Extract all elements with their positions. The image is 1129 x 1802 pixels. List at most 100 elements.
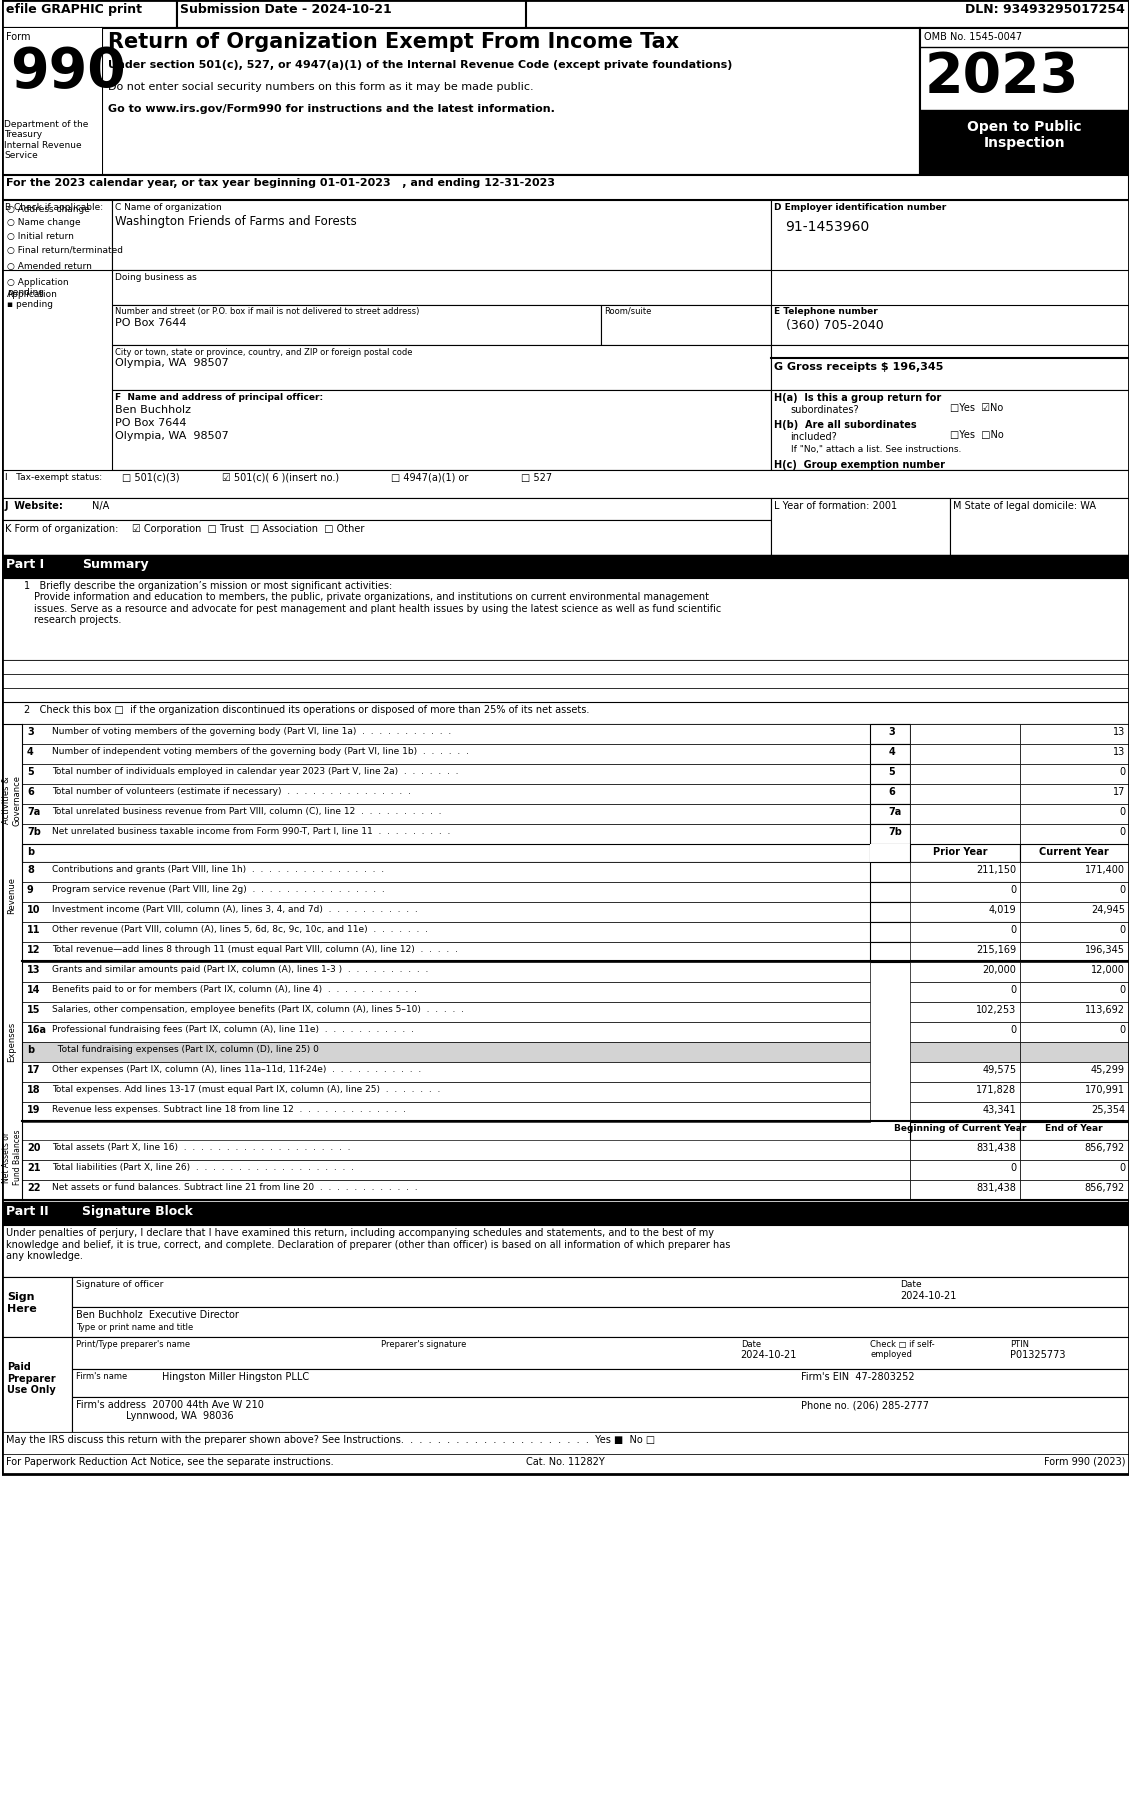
Bar [870, 923, 1021, 942]
Bar [2, 660, 1129, 674]
Bar [910, 903, 1021, 923]
Text: b: b [27, 847, 34, 858]
Text: Paid
Preparer
Use Only: Paid Preparer Use Only [7, 1362, 55, 1395]
Bar [910, 861, 1021, 881]
Bar [910, 1123, 1021, 1141]
Text: 13: 13 [1113, 748, 1124, 757]
Bar [21, 962, 870, 982]
Text: Hingston Miller Hingston PLLC: Hingston Miller Hingston PLLC [161, 1371, 309, 1382]
Text: Summary: Summary [81, 559, 148, 571]
Text: □ 501(c)(3): □ 501(c)(3) [122, 472, 180, 483]
Bar [2, 175, 1129, 200]
Bar [2, 0, 1129, 1474]
Text: For Paperwork Reduction Act Notice, see the separate instructions.: For Paperwork Reduction Act Notice, see … [6, 1458, 333, 1467]
Text: 43,341: 43,341 [982, 1105, 1016, 1115]
Text: Total fundraising expenses (Part IX, column (D), line 25) 0: Total fundraising expenses (Part IX, col… [52, 1045, 318, 1054]
Bar [870, 724, 910, 744]
Bar [870, 903, 1021, 923]
Text: 0: 0 [1119, 885, 1124, 896]
Text: 2023: 2023 [925, 50, 1078, 105]
Text: ○ Initial return: ○ Initial return [7, 232, 73, 241]
Text: 13: 13 [1113, 726, 1124, 737]
Text: Expenses: Expenses [8, 1022, 17, 1061]
Bar [72, 1370, 1129, 1397]
Text: 3: 3 [27, 726, 34, 737]
Bar [910, 1002, 1021, 1022]
Bar [1021, 1160, 1129, 1180]
Text: 1   Briefly describe the organization’s mission or most significant activities:: 1 Briefly describe the organization’s mi… [24, 580, 392, 591]
Text: 211,150: 211,150 [977, 865, 1016, 876]
Text: Type or print name and title: Type or print name and title [76, 1323, 193, 1332]
Bar [951, 497, 1129, 555]
Text: 990: 990 [10, 45, 125, 99]
Text: 25,354: 25,354 [1091, 1105, 1124, 1115]
Bar [1021, 1002, 1129, 1022]
Text: 2024-10-21: 2024-10-21 [741, 1350, 797, 1361]
Bar [112, 389, 771, 470]
Text: 0: 0 [1010, 1162, 1016, 1173]
Text: 14: 14 [27, 986, 41, 995]
Text: 3: 3 [889, 726, 895, 737]
Bar [112, 344, 771, 389]
Text: 0: 0 [1010, 986, 1016, 995]
Bar [1021, 843, 1129, 861]
Bar [910, 1160, 1021, 1180]
Text: Total number of volunteers (estimate if necessary)  .  .  .  .  .  .  .  .  .  .: Total number of volunteers (estimate if … [52, 787, 411, 796]
Bar [1021, 1141, 1129, 1160]
Text: 12,000: 12,000 [1091, 966, 1124, 975]
Bar [910, 942, 1021, 962]
Text: 7b: 7b [889, 827, 902, 836]
Bar [2, 1454, 1129, 1474]
Text: 10: 10 [27, 905, 41, 915]
Bar [72, 1306, 1129, 1337]
Text: Number of voting members of the governing body (Part VI, line 1a)  .  .  .  .  .: Number of voting members of the governin… [52, 726, 452, 735]
Text: ☑ 501(c)( 6 )(insert no.): ☑ 501(c)( 6 )(insert no.) [221, 472, 339, 483]
Text: PO Box 7644: PO Box 7644 [115, 317, 186, 328]
Text: 0: 0 [1119, 1025, 1124, 1034]
Bar [2, 555, 1129, 578]
Text: 16a: 16a [27, 1025, 47, 1034]
Text: D Employer identification number: D Employer identification number [773, 204, 946, 213]
Text: 0: 0 [1119, 924, 1124, 935]
Text: included?: included? [790, 432, 838, 441]
Bar [870, 843, 910, 861]
Text: 12: 12 [27, 944, 41, 955]
Text: 7a: 7a [889, 807, 902, 816]
Text: Program service revenue (Part VIII, line 2g)  .  .  .  .  .  .  .  .  .  .  .  .: Program service revenue (Part VIII, line… [52, 885, 385, 894]
Text: Signature Block: Signature Block [81, 1206, 193, 1218]
Text: 20,000: 20,000 [982, 966, 1016, 975]
Text: N/A: N/A [91, 501, 110, 512]
Bar [1021, 1061, 1129, 1081]
Text: Firm's EIN  47-2803252: Firm's EIN 47-2803252 [800, 1371, 914, 1382]
Text: 170,991: 170,991 [1085, 1085, 1124, 1096]
Text: 7a: 7a [27, 807, 41, 816]
Text: 215,169: 215,169 [977, 944, 1016, 955]
Text: Department of the
Treasury
Internal Revenue
Service: Department of the Treasury Internal Reve… [3, 121, 88, 160]
Bar [2, 688, 1129, 703]
Text: Revenue: Revenue [8, 876, 17, 914]
Bar [112, 270, 771, 305]
Bar [1021, 1022, 1129, 1042]
Bar [21, 861, 870, 881]
Text: Lynnwood, WA  98036: Lynnwood, WA 98036 [76, 1411, 234, 1422]
Bar [102, 29, 920, 175]
Text: ○ Application
pending: ○ Application pending [7, 278, 69, 297]
Bar [21, 1022, 870, 1042]
Bar [21, 744, 870, 764]
Bar [2, 1337, 72, 1433]
Text: Benefits paid to or for members (Part IX, column (A), line 4)  .  .  .  .  .  . : Benefits paid to or for members (Part IX… [52, 986, 417, 995]
Bar [21, 1081, 870, 1103]
Bar [1021, 784, 1129, 804]
Bar [2, 578, 1129, 660]
Text: PTIN: PTIN [1010, 1341, 1030, 1350]
Text: Date: Date [901, 1279, 922, 1288]
Text: Print/Type preparer's name: Print/Type preparer's name [76, 1341, 190, 1350]
Bar [910, 881, 1021, 903]
Text: 7b: 7b [27, 827, 41, 836]
Bar [771, 305, 1129, 344]
Text: Ben Buchholz  Executive Director: Ben Buchholz Executive Director [76, 1310, 238, 1321]
Text: Do not enter social security numbers on this form as it may be made public.: Do not enter social security numbers on … [107, 83, 533, 92]
Text: Net assets or fund balances. Subtract line 21 from line 20  .  .  .  .  .  .  . : Net assets or fund balances. Subtract li… [52, 1182, 418, 1191]
Bar [870, 824, 910, 843]
Bar [870, 744, 910, 764]
